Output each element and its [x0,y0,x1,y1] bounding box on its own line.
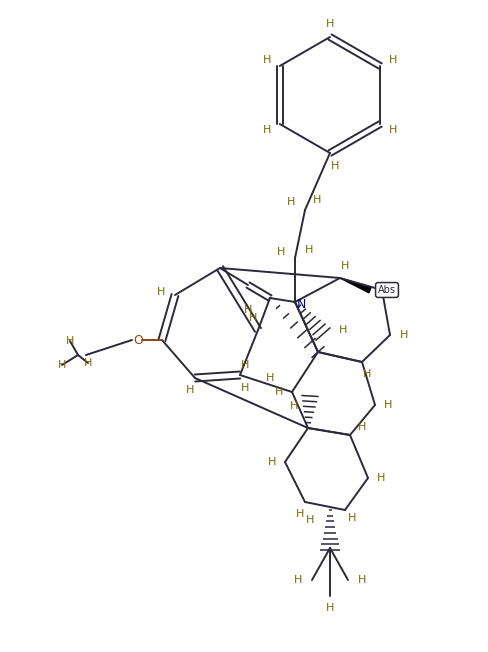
Text: H: H [384,400,392,410]
Text: H: H [326,603,334,613]
Text: H: H [249,313,257,323]
Text: Abs: Abs [378,285,396,295]
Text: H: H [186,385,194,395]
Text: H: H [58,360,66,370]
Text: H: H [358,575,366,585]
Text: H: H [294,575,302,585]
Text: H: H [296,509,304,519]
Text: H: H [241,360,249,370]
Text: H: H [400,330,408,340]
Text: H: H [241,383,249,393]
Text: H: H [268,457,276,467]
Text: H: H [348,513,356,523]
Text: H: H [331,161,339,171]
Text: H: H [266,373,274,383]
Text: H: H [305,245,313,255]
Text: H: H [277,247,285,257]
Text: N: N [296,297,305,310]
Text: H: H [389,55,397,65]
Text: H: H [263,55,271,65]
Text: H: H [358,422,366,432]
Text: H: H [389,125,397,135]
Text: H: H [84,358,92,368]
Polygon shape [340,278,371,293]
Text: H: H [339,325,347,335]
Text: H: H [313,195,321,205]
Text: O: O [133,334,143,346]
Text: H: H [326,19,334,29]
Text: H: H [306,515,314,525]
Text: H: H [290,401,298,411]
Text: H: H [157,287,165,297]
Text: H: H [263,125,271,135]
Text: H: H [377,473,385,483]
Text: H: H [363,369,371,379]
Text: H: H [66,336,74,346]
Text: H: H [341,261,349,271]
Text: H: H [244,305,252,315]
Text: H: H [275,387,283,397]
Text: H: H [287,197,295,207]
